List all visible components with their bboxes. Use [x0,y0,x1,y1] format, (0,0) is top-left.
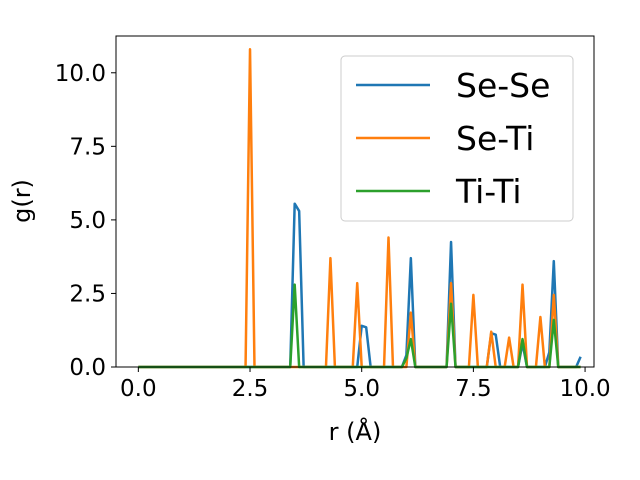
y-axis-label: g(r) [8,179,36,223]
legend-label-se-se: Se-Se [456,66,550,105]
y-tick-label: 10.0 [55,61,106,87]
x-tick-label: 5.0 [343,376,380,402]
y-tick-label: 0.0 [69,355,106,381]
x-axis-ticks: 0.0 2.5 5.0 7.5 10.0 [120,367,611,402]
y-axis-ticks: 0.0 2.5 5.0 7.5 10.0 [55,61,116,381]
y-tick-label: 7.5 [69,134,106,160]
x-tick-label: 2.5 [232,376,269,402]
x-tick-label: 7.5 [455,376,492,402]
plot-frame [115,35,595,368]
legend-label-se-ti: Se-Ti [456,119,534,158]
y-tick-label: 5.0 [69,208,106,234]
legend: Se-Se Se-Ti Ti-Ti [340,55,574,222]
x-tick-label: 10.0 [559,376,610,402]
series-line-ti-ti [138,283,581,369]
x-tick-label: 0.0 [120,376,157,402]
legend-box [340,55,574,222]
x-axis-label: r (Å) [329,417,382,446]
y-tick-label: 2.5 [69,281,106,307]
legend-label-ti-ti: Ti-Ti [455,172,522,211]
